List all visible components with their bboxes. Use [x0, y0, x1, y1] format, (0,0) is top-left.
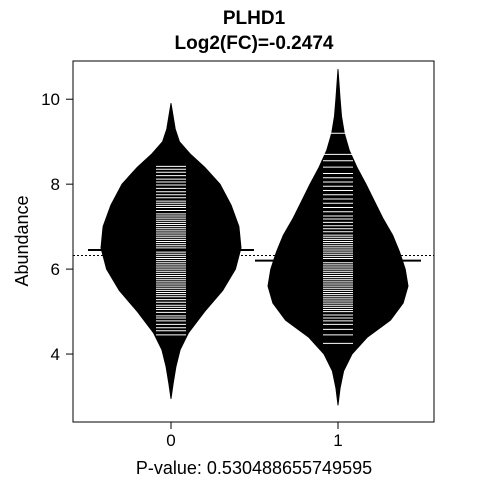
bean-shape	[100, 103, 242, 400]
y-tick-label: 8	[51, 175, 60, 194]
y-tick-label: 10	[41, 90, 60, 109]
bean-group	[255, 69, 421, 406]
y-tick-label: 6	[51, 260, 60, 279]
y-tick-label: 4	[51, 345, 60, 364]
x-axis-label: P-value: 0.530488655749595	[136, 458, 372, 478]
y-axis: 4 6 8 10	[41, 90, 74, 364]
y-axis-label: Abundance	[12, 195, 32, 286]
x-tick-label: 1	[333, 431, 342, 450]
chart-title: PLHD1	[223, 8, 286, 29]
beans-layer	[73, 69, 434, 406]
bean-group	[88, 103, 254, 400]
chart-subtitle: Log2(FC)=-0.2474	[175, 33, 334, 54]
x-tick-label: 0	[166, 431, 175, 450]
